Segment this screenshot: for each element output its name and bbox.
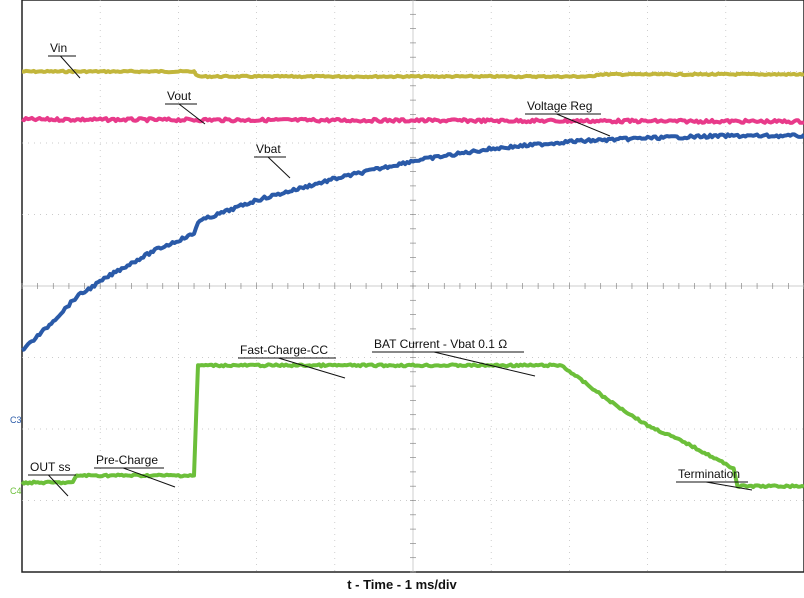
annotation-pointer: [123, 467, 176, 488]
trace-vbat: [21, 132, 804, 352]
annotation-pointer: [267, 156, 291, 179]
traces: [20, 68, 804, 490]
annotation-label: Vout: [167, 89, 192, 103]
annotation-label: OUT ss: [30, 460, 70, 474]
annotation-pointer: [278, 357, 346, 379]
annotation-label: Vbat: [256, 142, 281, 156]
x-axis-label: t - Time - 1 ms/div: [347, 577, 457, 592]
annotation-label: Pre-Charge: [96, 453, 158, 467]
trace-vout: [21, 115, 804, 125]
annotation-pointer: [48, 474, 69, 497]
trace-bat-current: [20, 362, 804, 490]
annotation-label: BAT Current - Vbat 0.1 Ω: [374, 337, 507, 351]
annotation-label: Fast-Charge-CC: [240, 343, 328, 357]
channel-marker-c3: C3: [10, 415, 22, 425]
annotation-pointer: [178, 103, 206, 125]
channel-marker-c4: C4: [10, 486, 22, 496]
annotation-pointer: [705, 481, 753, 491]
annotation-pointer: [433, 351, 536, 377]
annotation-pointer: [556, 113, 611, 137]
trace-vin: [21, 68, 804, 80]
annotation-label: Voltage Reg: [527, 99, 592, 113]
grid: [21, 0, 804, 573]
annotation-label: Vin: [50, 41, 67, 55]
annotations: Vin Vout Vbat Voltage Reg Fast-Charge-CC BAT …: [28, 41, 753, 497]
annotation-pointer: [60, 55, 81, 79]
annotation-label: Termination: [678, 467, 740, 481]
